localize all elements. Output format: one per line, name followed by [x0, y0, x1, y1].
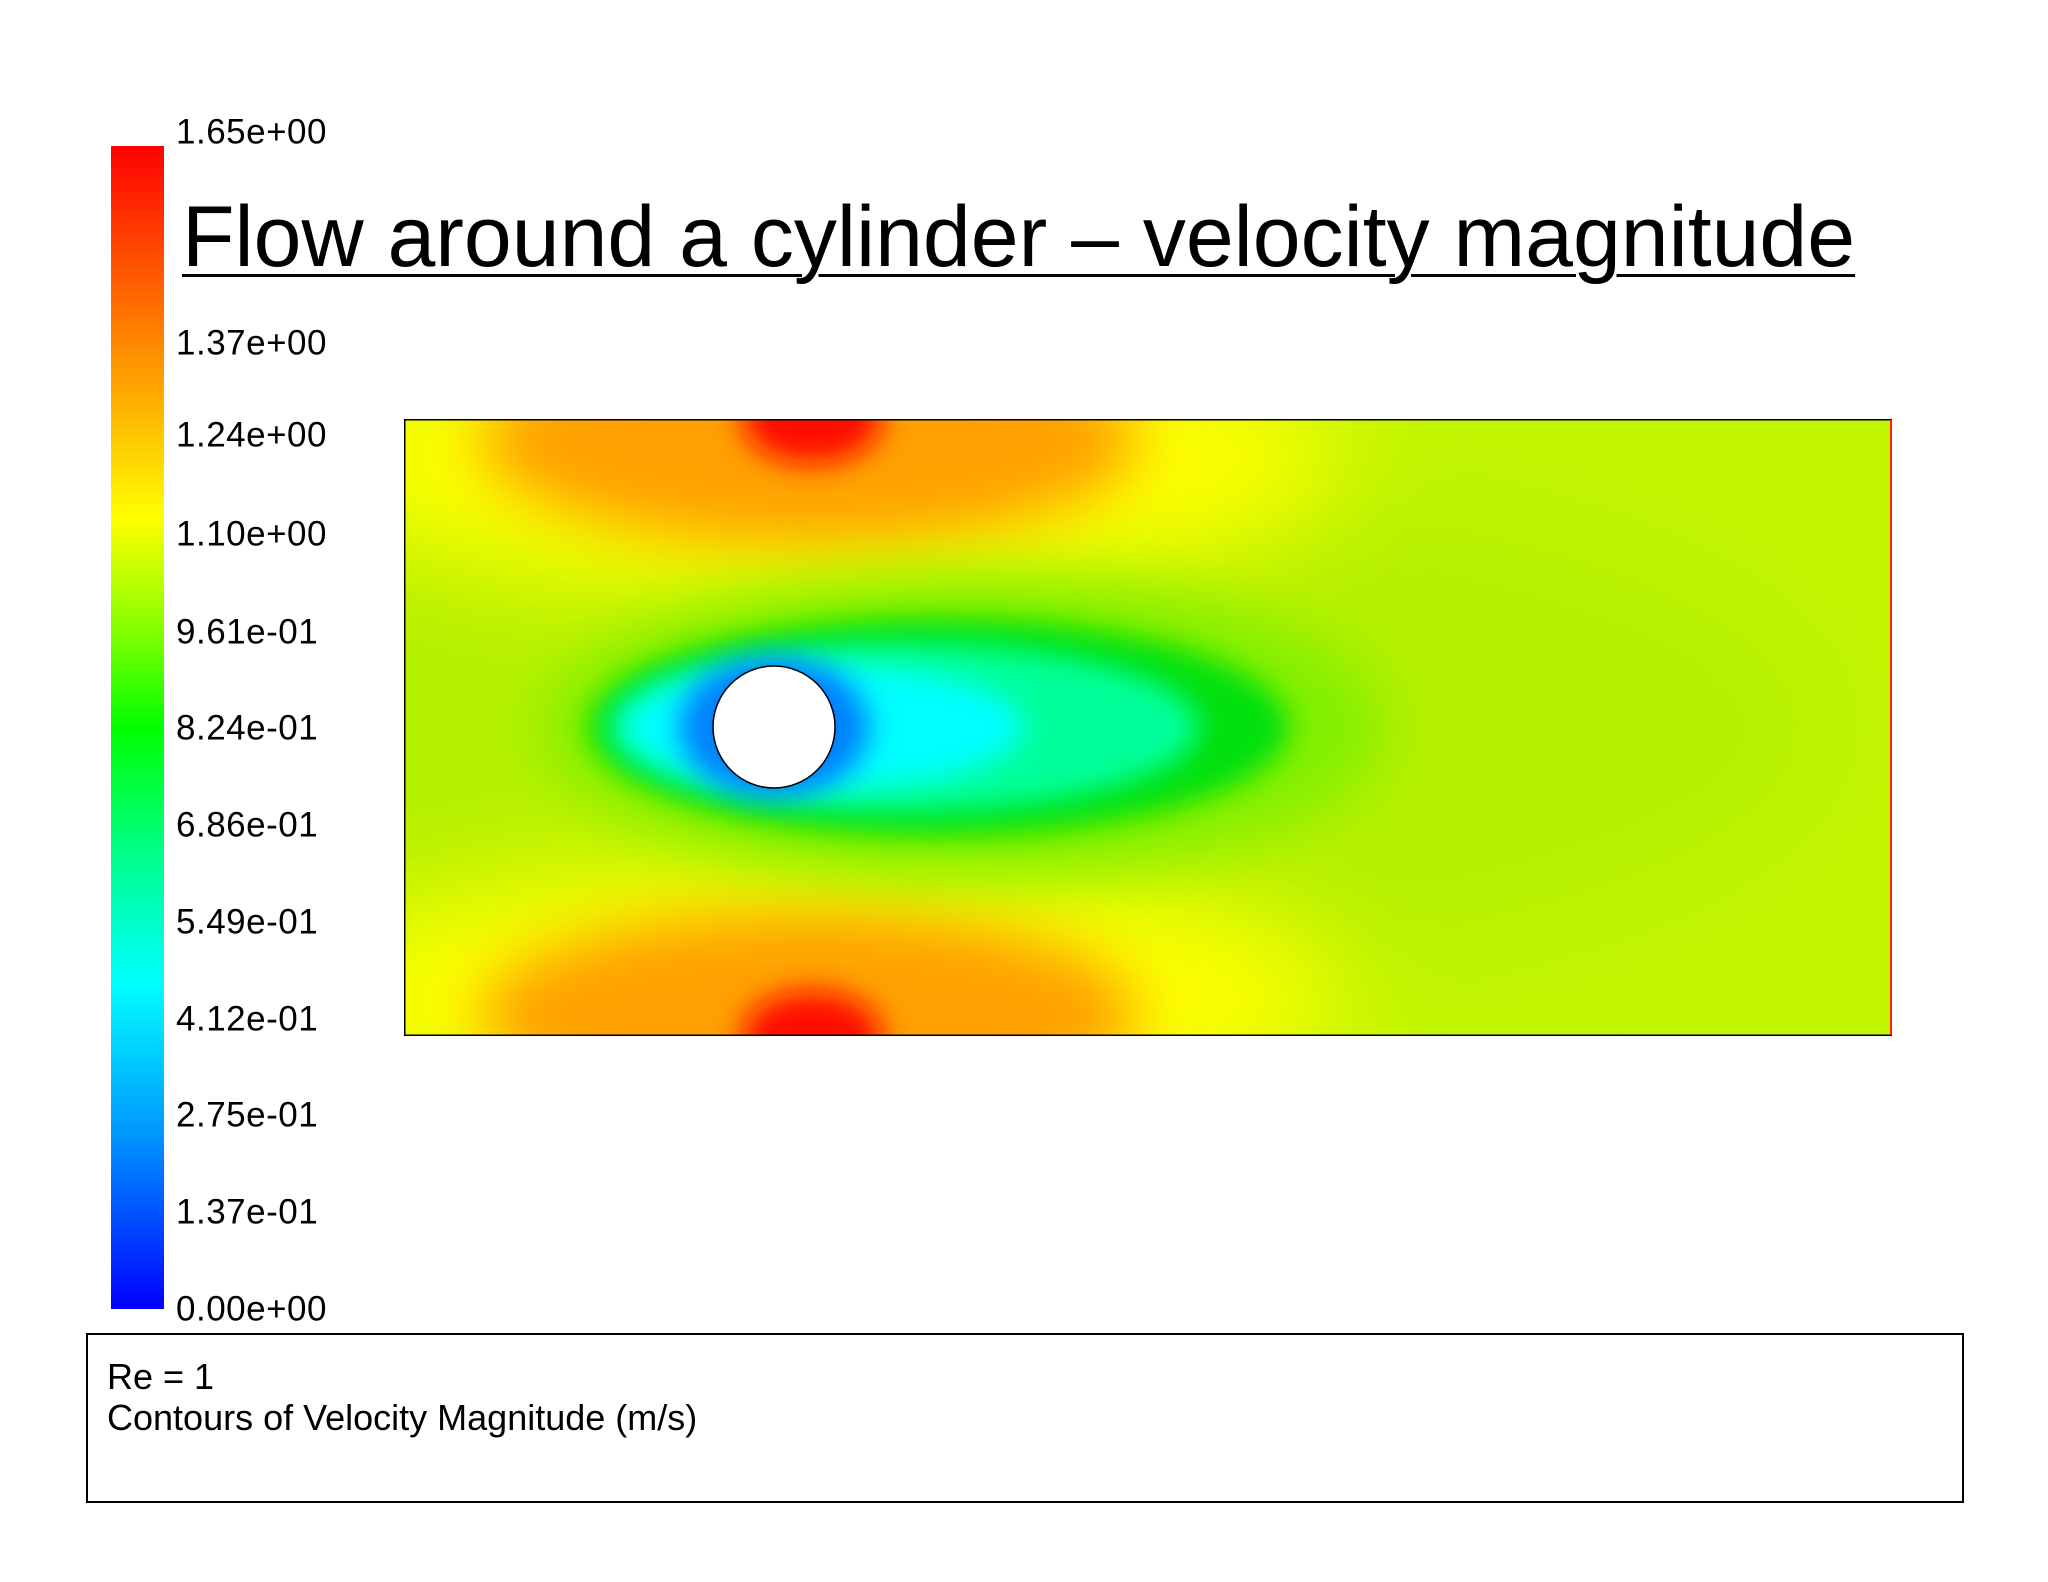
colorbar-tick-label: 1.10e+00 [176, 514, 327, 554]
colorbar-tick-label: 4.12e-01 [176, 999, 319, 1039]
velocity-contour-field [404, 419, 1892, 1036]
colorbar-tick-label: 1.65e+00 [176, 112, 327, 152]
lower-orange-zone [479, 911, 1139, 1036]
cylinder [712, 665, 836, 789]
lower-red-zone [742, 991, 882, 1036]
colorbar-tick-label: 5.49e-01 [176, 902, 319, 942]
colorbar-tick-label: 6.86e-01 [176, 805, 319, 845]
reynolds-number: Re = 1 [107, 1356, 215, 1397]
upper-orange-zone [479, 419, 1139, 544]
colorbar-tick-label: 1.37e+00 [176, 323, 327, 363]
colorbar-tick-label: 1.24e+00 [176, 415, 327, 455]
upper-red-zone [742, 419, 882, 464]
contour-plot [404, 419, 1892, 1036]
page-title: Flow around a cylinder – velocity magnit… [182, 189, 1856, 285]
colorbar-tick-label: 2.75e-01 [176, 1095, 319, 1135]
colorbar-tick-label: 8.24e-01 [176, 708, 319, 748]
plot-description: Contours of Velocity Magnitude (m/s) [107, 1397, 698, 1439]
info-box: Re = 1 Contours of Velocity Magnitude (m… [86, 1333, 1964, 1503]
colorbar-tick-label: 1.37e-01 [176, 1192, 319, 1232]
colorbar-tick-label: 9.61e-01 [176, 612, 319, 652]
colorbar-gradient [111, 146, 164, 1309]
colorbar-tick-label: 0.00e+00 [176, 1289, 327, 1329]
